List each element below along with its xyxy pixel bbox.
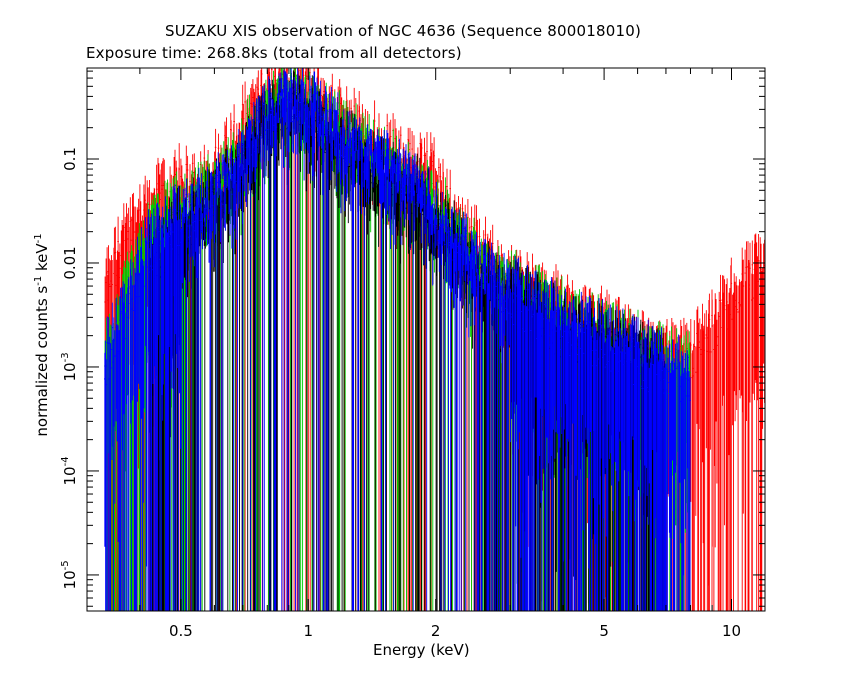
x-tick-label: 1 bbox=[304, 622, 314, 640]
y-tick-label: 10-3 bbox=[60, 352, 79, 381]
tick-layer: 0.5 1 2 5 10 0.1 0.01 10-3 10-4 10-5 bbox=[60, 68, 765, 640]
y-tick-label: 10-5 bbox=[60, 560, 79, 589]
chart-title: SUZAKU XIS observation of NGC 4636 (Sequ… bbox=[165, 22, 642, 40]
y-tick-label: 10-4 bbox=[60, 456, 79, 485]
x-tick-label: 10 bbox=[722, 622, 741, 640]
data-layer bbox=[104, 68, 766, 611]
series-2-error-bars bbox=[104, 68, 691, 611]
y-tick-label: 0.1 bbox=[61, 147, 79, 171]
y-tick-label: 0.01 bbox=[61, 246, 79, 279]
x-tick-label: 5 bbox=[599, 622, 609, 640]
series-2 bbox=[104, 68, 691, 611]
plot-frame bbox=[86, 67, 766, 612]
chart-subtitle: Exposure time: 268.8ks (total from all d… bbox=[86, 44, 462, 62]
x-tick-label: 2 bbox=[431, 622, 441, 640]
x-tick-label: 0.5 bbox=[169, 622, 193, 640]
y-axis-label: normalized counts s-1 keV-1 bbox=[33, 233, 51, 437]
x-axis-label: Energy (keV) bbox=[373, 641, 470, 659]
